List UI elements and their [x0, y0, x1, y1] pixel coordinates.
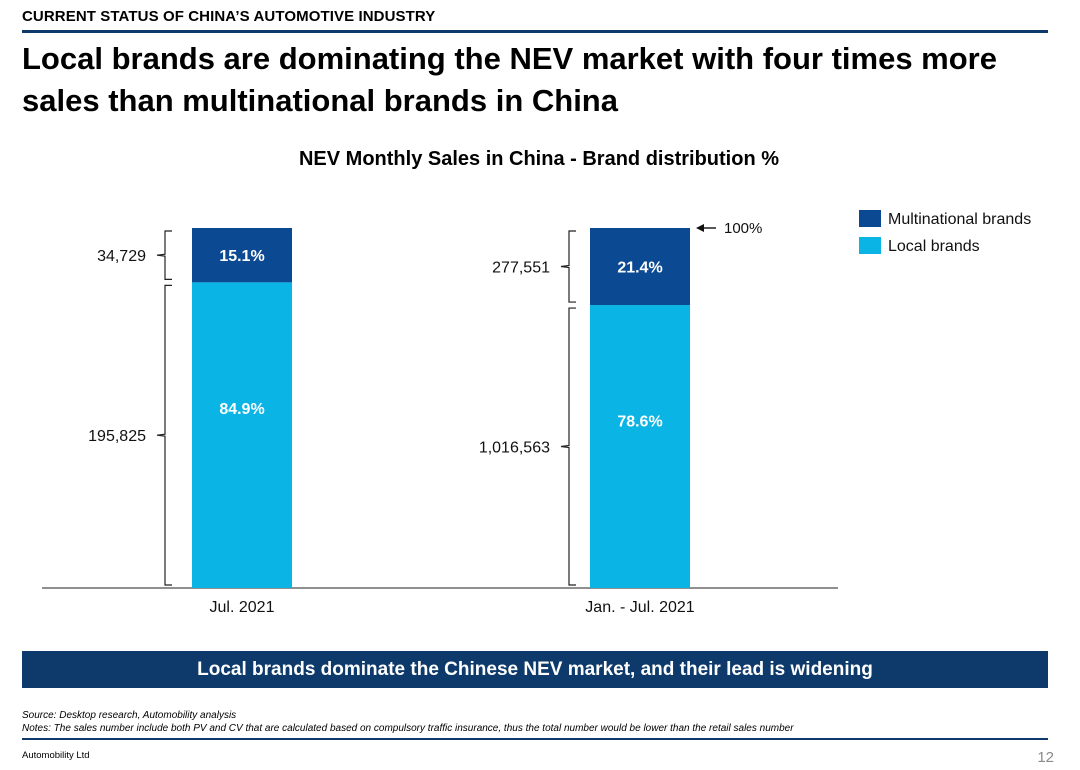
data-label-multinational-brands-0: 15.1%	[219, 248, 264, 265]
bracket-local-brands-0	[156, 284, 172, 586]
bar-local-brands-1	[590, 305, 690, 588]
headline: Local brands are dominating the NEV mark…	[22, 41, 997, 118]
bracket-multinational-brands-0	[156, 230, 172, 280]
sales-label-local-brands-1: 1,016,563	[479, 440, 550, 457]
chart-title: NEV Monthly Sales in China - Brand distr…	[299, 148, 779, 170]
stacked-bar-chart: NEV Monthly Sales in China - Brand distr…	[42, 148, 1031, 616]
total-annotation: 100%	[724, 220, 762, 237]
legend-label-multinational-brands: Multinational brands	[888, 211, 1031, 228]
source-note: Source: Desktop research, Automobility a…	[22, 710, 237, 721]
sales-label-multinational-brands-0: 34,729	[97, 248, 146, 265]
data-label-local-brands-0: 84.9%	[219, 401, 264, 418]
sales-label-multinational-brands-1: 277,551	[492, 260, 550, 277]
footer-rule	[22, 738, 1048, 740]
section-label: CURRENT STATUS OF CHINA’S AUTOMOTIVE IND…	[22, 8, 436, 25]
legend-swatch-multinational-brands	[859, 210, 881, 227]
total-arrow-head	[696, 224, 704, 232]
legend-swatch-local-brands	[859, 237, 881, 254]
x-tick-label-1: Jan. - Jul. 2021	[585, 599, 695, 616]
legend-label-local-brands: Local brands	[888, 238, 980, 255]
bar-multinational-brands-0	[192, 228, 292, 283]
x-tick-label-0: Jul. 2021	[210, 599, 275, 616]
company-name: Automobility Ltd	[22, 750, 90, 761]
bracket-local-brands-1	[560, 307, 576, 586]
key-takeaway-banner: Local brands dominate the Chinese NEV ma…	[22, 651, 1048, 688]
page-number: 12	[1037, 749, 1054, 766]
header-rule	[22, 30, 1048, 33]
bracket-multinational-brands-1	[560, 230, 576, 303]
bar-local-brands-0	[192, 282, 292, 588]
data-label-multinational-brands-1: 21.4%	[617, 260, 662, 277]
sales-label-local-brands-0: 195,825	[88, 428, 146, 445]
bar-multinational-brands-1	[590, 228, 690, 306]
notes: Notes: The sales number include both PV …	[22, 723, 794, 734]
data-label-local-brands-1: 78.6%	[617, 414, 662, 431]
